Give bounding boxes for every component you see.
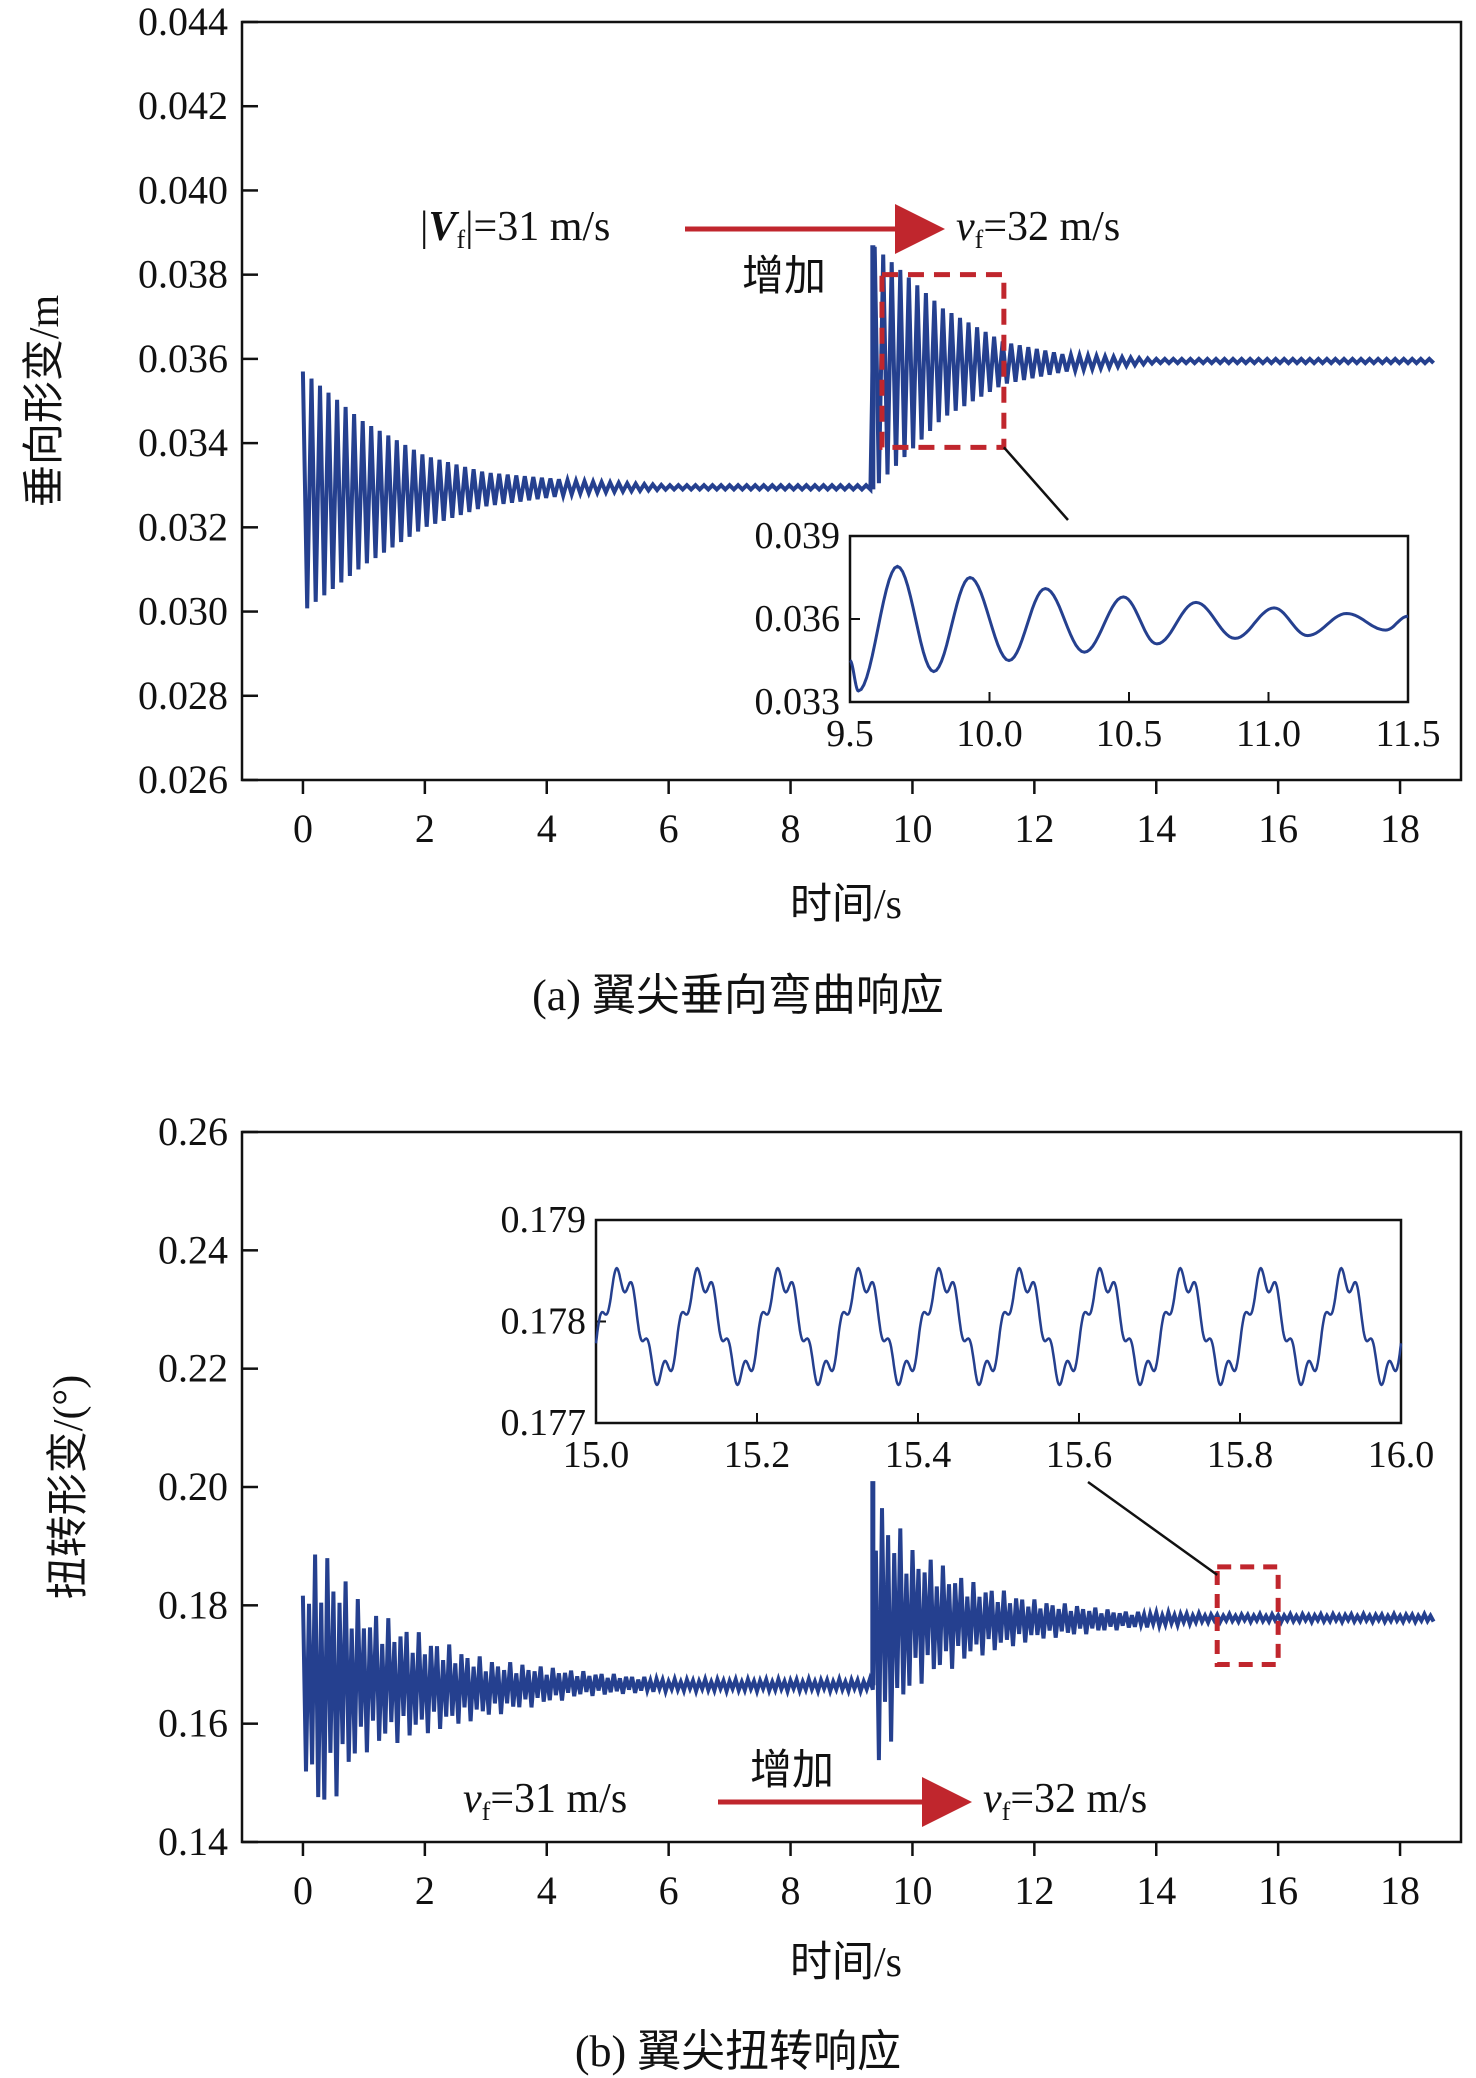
panel-b-zoom-leader-line bbox=[1087, 1480, 1218, 1576]
panel-a-x-axis: 0 2 4 6 8 10 12 14 16 18 bbox=[293, 780, 1420, 851]
panel-a-inset-frame bbox=[848, 534, 1410, 704]
panel-b-y-tick-label: 0.16 bbox=[158, 1701, 228, 1746]
panel-b-x-tick-label: 6 bbox=[659, 1868, 679, 1913]
panel-b-x-tick-label: 14 bbox=[1136, 1868, 1176, 1913]
panel-b-x-tick-label: 12 bbox=[1014, 1868, 1054, 1913]
panel-a-y-axis-label: 垂向形变/m bbox=[21, 295, 68, 508]
panel-a-inset-series-line bbox=[849, 564, 1409, 693]
panel-b-torsion: 0.14 0.16 0.18 0.20 0.22 0.24 0.26 0 2 4 6 8 10 12 14… bbox=[45, 1109, 1463, 2076]
panel-b-zoom-box bbox=[1214, 1564, 1281, 1667]
panel-a-inset-axes: 0.033 0.036 0.039 9.5 10.0 10.5 11.0 11.5 bbox=[755, 515, 1441, 755]
panel-b-series-line bbox=[300, 1481, 1436, 1800]
panel-b-increase-label: 增加 bbox=[750, 1748, 834, 1794]
panel-b-caption: (b) 翼尖扭转响应 bbox=[575, 2027, 901, 2076]
panel-a-zoom-box bbox=[879, 272, 1007, 450]
panel-b-inset-x-tick-label: 15.6 bbox=[1046, 1434, 1113, 1476]
panel-a-x-tick-label: 8 bbox=[781, 806, 801, 851]
panel-a-inset-x-tick-label: 11.5 bbox=[1375, 713, 1440, 755]
panel-a-x-tick-label: 16 bbox=[1258, 806, 1298, 851]
panel-a-vertical-bending: 0.026 0.028 0.030 0.032 0.034 0.036 0.038 0.040… bbox=[21, 0, 1463, 1020]
panel-b-inset-y-tick-label: 0.178 bbox=[501, 1301, 587, 1343]
panel-b-y-tick-label: 0.14 bbox=[158, 1819, 228, 1864]
panel-a-y-tick-label: 0.032 bbox=[138, 504, 228, 549]
panel-b-inset-x-tick-label: 15.8 bbox=[1207, 1434, 1274, 1476]
panel-a-x-tick-label: 2 bbox=[415, 806, 435, 851]
panel-b-x-axis-label: 时间/s bbox=[790, 1940, 902, 1986]
panel-a-x-tick-label: 14 bbox=[1136, 806, 1176, 851]
panel-a-increase-label: 增加 bbox=[742, 254, 826, 300]
panel-b-x-tick-label: 2 bbox=[415, 1868, 435, 1913]
panel-b-inset-frame bbox=[594, 1218, 1403, 1425]
panel-a-x-tick-label: 10 bbox=[892, 806, 932, 851]
panel-a-y-tick-label: 0.044 bbox=[138, 0, 228, 44]
panel-b-y-axis: 0.14 0.16 0.18 0.20 0.22 0.24 0.26 bbox=[158, 1109, 258, 1864]
panel-b-x-tick-label: 10 bbox=[892, 1868, 932, 1913]
panel-a-inset-x-tick-label: 10.0 bbox=[956, 713, 1023, 755]
panel-b-x-axis: 0 2 4 6 8 10 12 14 16 18 bbox=[293, 1842, 1420, 1913]
panel-b-inset-x-tick-label: 15.0 bbox=[563, 1434, 630, 1476]
panel-b-left-speed-label: vf=31 m/s bbox=[463, 1776, 627, 1826]
panel-a-x-axis-label: 时间/s bbox=[790, 882, 902, 928]
panel-a-x-tick-label: 12 bbox=[1014, 806, 1054, 851]
panel-a-y-tick-label: 0.030 bbox=[138, 589, 228, 634]
panel-a-frame bbox=[240, 20, 1463, 782]
panel-a-x-tick-label: 18 bbox=[1380, 806, 1420, 851]
panel-a-y-tick-label: 0.034 bbox=[138, 420, 228, 465]
panel-a-y-tick-label: 0.038 bbox=[138, 252, 228, 297]
panel-b-x-tick-label: 16 bbox=[1258, 1868, 1298, 1913]
response-curve bbox=[300, 1508, 1436, 1800]
panel-b-x-tick-label: 18 bbox=[1380, 1868, 1420, 1913]
panel-a-x-tick-label: 4 bbox=[537, 806, 557, 851]
panel-a-inset-y-tick-label: 0.036 bbox=[755, 598, 841, 640]
response-curve bbox=[300, 246, 1435, 609]
panel-b-y-axis-label: 扭转形变/(°) bbox=[45, 1375, 92, 1599]
panel-b-x-tick-label: 4 bbox=[537, 1868, 557, 1913]
panel-b-x-tick-label: 8 bbox=[781, 1868, 801, 1913]
panel-a-y-tick-label: 0.036 bbox=[138, 336, 228, 381]
panel-b-inset-axes: 0.177 0.178 0.179 15.0 15.2 15.4 15.6 15.8 16.0 bbox=[501, 1199, 1435, 1476]
panel-a-y-tick-label: 0.040 bbox=[138, 167, 228, 212]
panel-a-inset-y-tick-label: 0.039 bbox=[755, 515, 841, 557]
panel-a-zoom-leader-line bbox=[1002, 446, 1069, 521]
panel-a-y-axis: 0.026 0.028 0.030 0.032 0.034 0.036 0.038 0.040… bbox=[138, 0, 258, 802]
panel-a-x-tick-label: 6 bbox=[659, 806, 679, 851]
panel-a-y-tick-label: 0.028 bbox=[138, 673, 228, 718]
panel-a-right-speed-label: vf=32 m/s bbox=[956, 204, 1120, 254]
panel-a-caption: (a) 翼尖垂向弯曲响应 bbox=[532, 971, 944, 1020]
panel-b-y-tick-label: 0.20 bbox=[158, 1464, 228, 1509]
panel-b-inset-series-line bbox=[594, 1266, 1403, 1387]
panel-b-inset-x-tick-label: 16.0 bbox=[1368, 1434, 1435, 1476]
panel-b-y-tick-label: 0.18 bbox=[158, 1582, 228, 1627]
panel-b-inset-x-tick-label: 15.2 bbox=[724, 1434, 791, 1476]
panel-a-inset-x-tick-label: 9.5 bbox=[826, 713, 874, 755]
panel-a-inset-y-tick-label: 0.033 bbox=[755, 681, 841, 723]
panel-b-right-speed-label: vf=32 m/s bbox=[983, 1776, 1147, 1826]
panel-a-y-tick-label: 0.026 bbox=[138, 757, 228, 802]
panel-b-y-tick-label: 0.22 bbox=[158, 1346, 228, 1391]
panel-a-inset-x-tick-label: 11.0 bbox=[1236, 713, 1301, 755]
panel-a-inset-x-tick-label: 10.5 bbox=[1096, 713, 1163, 755]
panel-a-x-tick-label: 0 bbox=[293, 806, 313, 851]
panel-a-left-speed-label: |Vf|=31 m/s bbox=[420, 204, 610, 254]
panel-b-x-tick-label: 0 bbox=[293, 1868, 313, 1913]
panel-a-y-tick-label: 0.042 bbox=[138, 83, 228, 128]
panel-a-series-line bbox=[300, 245, 1435, 609]
panel-b-inset-y-tick-label: 0.179 bbox=[501, 1199, 587, 1241]
panel-b-y-tick-label: 0.24 bbox=[158, 1227, 228, 1272]
panel-b-y-tick-label: 0.26 bbox=[158, 1109, 228, 1154]
panel-b-inset-x-tick-label: 15.4 bbox=[885, 1434, 952, 1476]
panel-b-inset-y-tick-label: 0.177 bbox=[501, 1402, 587, 1444]
